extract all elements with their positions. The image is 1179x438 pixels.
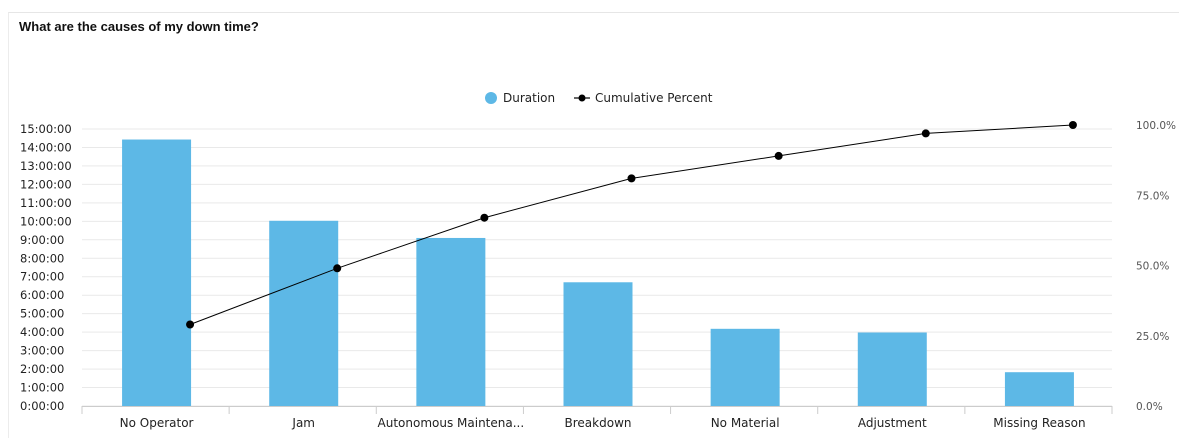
y-right-tick-label: 50.0% [1136, 261, 1169, 273]
y-left-tick-label: 13:00:00 [20, 159, 72, 173]
y-left-tick-label: 0:00:00 [20, 399, 64, 413]
duration-bar [416, 237, 486, 406]
legend-duration-label: Duration [503, 91, 555, 105]
category-label: Autonomous Maintena... [378, 416, 525, 430]
duration-bars [122, 139, 1074, 406]
y-right-tick-label: 25.0% [1136, 331, 1169, 343]
y-left-tick-label: 12:00:00 [20, 177, 72, 191]
category-label: No Operator [120, 416, 194, 430]
cumulative-point [627, 174, 636, 183]
y-left-tick-label: 9:00:00 [20, 233, 64, 247]
duration-bar [1004, 372, 1074, 406]
category-label: Jam [291, 416, 315, 430]
category-label: Missing Reason [993, 416, 1085, 430]
duration-bar [563, 282, 633, 406]
y-left-tick-label: 15:00:00 [20, 122, 72, 136]
duration-bar [122, 139, 192, 406]
category-label: Breakdown [565, 416, 632, 430]
y-left-tick-label: 14:00:00 [20, 140, 72, 154]
duration-bar [710, 328, 780, 406]
cumulative-point [186, 320, 195, 329]
y-left-tick-label: 1:00:00 [20, 381, 64, 395]
y-left-tick-label: 7:00:00 [20, 270, 64, 284]
duration-bar [857, 332, 927, 406]
cumulative-point [480, 213, 489, 222]
x-axis: No Operator Jam Autonomous Maintena... Brea… [81, 406, 1113, 430]
duration-bar [269, 220, 339, 406]
cumulative-point [333, 264, 342, 273]
y-axis-left: 0:00:00 1:00:00 2:00:00 3:00:00 4:00:00 5:00:… [20, 122, 72, 413]
cumulative-line [186, 121, 1077, 329]
y-left-tick-label: 10:00:00 [20, 214, 72, 228]
y-right-tick-label: 75.0% [1136, 190, 1169, 202]
y-left-tick-label: 8:00:00 [20, 251, 64, 265]
category-label: No Material [711, 416, 780, 430]
legend-cumulative-label: Cumulative Percent [595, 91, 713, 105]
y-right-tick-label: 0.0% [1136, 401, 1163, 413]
category-label: Adjustment [858, 416, 927, 430]
cumulative-point [921, 129, 930, 138]
y-left-tick-label: 11:00:00 [20, 196, 72, 210]
chart-title: What are the causes of my down time? [19, 19, 259, 34]
y-left-tick-label: 5:00:00 [20, 307, 64, 321]
y-right-tick-label: 100.0% [1136, 120, 1176, 132]
cumulative-point [1068, 121, 1077, 129]
cumulative-point [774, 151, 783, 160]
y-left-tick-label: 6:00:00 [20, 288, 64, 302]
legend[interactable]: Duration Cumulative Percent [485, 91, 713, 105]
legend-duration-marker [485, 92, 497, 104]
y-left-tick-label: 3:00:00 [20, 344, 64, 358]
legend-cumulative-marker [578, 94, 586, 102]
y-left-tick-label: 2:00:00 [20, 362, 64, 376]
y-axis-right: 0.0% 25.0% 50.0% 75.0% 100.0% [1136, 120, 1176, 413]
y-left-tick-label: 4:00:00 [20, 325, 64, 339]
